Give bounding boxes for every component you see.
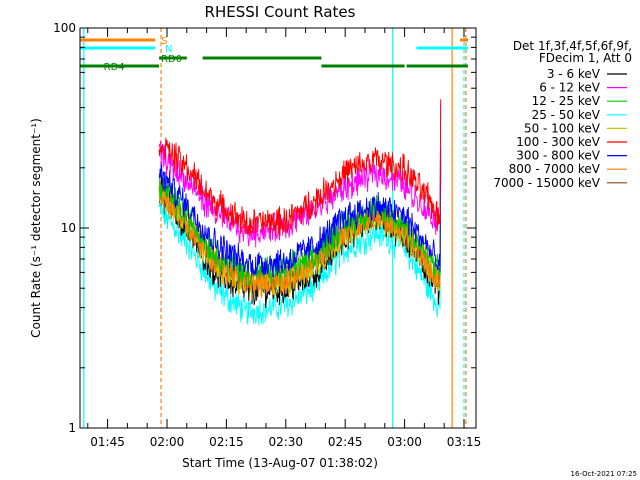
legend-header-line: FDecim 1, Att 0: [539, 51, 632, 65]
series-line: [158, 147, 442, 278]
series-line: [158, 99, 442, 237]
x-tick-label: 02:15: [209, 435, 244, 449]
legend-entry-label: 50 - 100 keV: [524, 121, 601, 135]
x-axis-label: Start Time (13-Aug-07 01:38:02): [182, 456, 378, 470]
legend-entry-label: 25 - 50 keV: [532, 108, 601, 122]
legend-entry-label: 3 - 6 keV: [547, 67, 601, 81]
series-line: [158, 151, 442, 287]
y-tick-label: 10: [61, 221, 76, 235]
chart-title: RHESSI Count Rates: [205, 3, 356, 21]
x-tick-label: 02:30: [268, 435, 303, 449]
legend-entry-label: 100 - 300 keV: [516, 135, 600, 149]
x-tick-label: 01:45: [90, 435, 125, 449]
y-tick-label: 100: [53, 21, 76, 35]
legend: Det 1f,3f,4f,5f,6f,9f,FDecim 1, Att 0 3 -…: [493, 39, 632, 190]
legend-entry-label: 300 - 800 keV: [516, 149, 600, 163]
x-tick-label: 03:15: [447, 435, 482, 449]
legend-entry-label: 800 - 7000 keV: [509, 162, 601, 176]
legend-header-line: Det 1f,3f,4f,5f,6f,9f,: [513, 39, 632, 53]
x-tick-label: 02:00: [150, 435, 185, 449]
legend-entry-label: 7000 - 15000 keV: [493, 176, 600, 190]
annotation-label: N: [165, 44, 172, 55]
y-axis: 1 10 100: [53, 21, 476, 435]
legend-entry-label: 12 - 25 keV: [532, 94, 601, 108]
x-tick-label: 02:45: [328, 435, 363, 449]
series-line: [158, 187, 442, 326]
annotation-label: S: [161, 36, 167, 47]
annotation-label: RD4: [104, 62, 125, 73]
footer-date: 16-Oct-2021 07:25: [571, 470, 637, 478]
x-tick-label: 03:00: [387, 435, 422, 449]
y-tick-label: 1: [68, 421, 76, 435]
x-axis: 01:45 02:00 02:15 02:30 02:45 03:00 03:15: [87, 28, 482, 449]
annotation-label: RD0: [161, 54, 182, 65]
legend-entry-label: 6 - 12 keV: [539, 81, 601, 95]
y-axis-label: Count Rate (s⁻¹ detector segment⁻¹): [29, 118, 43, 338]
